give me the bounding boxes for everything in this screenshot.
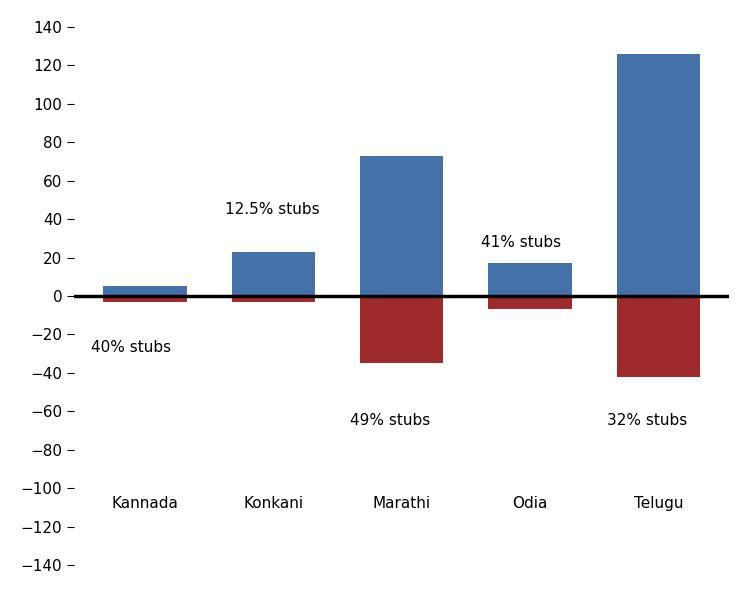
Bar: [488, 264, 572, 296]
Text: 49% stubs: 49% stubs: [350, 414, 430, 428]
Text: 41% stubs: 41% stubs: [482, 234, 562, 250]
Text: Odia: Odia: [512, 496, 548, 511]
Text: Marathi: Marathi: [373, 496, 430, 511]
Bar: [232, 296, 315, 302]
Bar: [104, 296, 187, 302]
Text: 40% stubs: 40% stubs: [91, 340, 171, 355]
Bar: [104, 286, 187, 296]
Bar: [360, 156, 443, 296]
Bar: [616, 296, 701, 377]
Bar: [360, 296, 443, 364]
Bar: [616, 54, 701, 296]
Text: 12.5% stubs: 12.5% stubs: [224, 202, 320, 217]
Text: Konkani: Konkani: [243, 496, 303, 511]
Text: Kannada: Kannada: [112, 496, 178, 511]
Text: Telugu: Telugu: [634, 496, 683, 511]
Bar: [232, 252, 315, 296]
Text: 32% stubs: 32% stubs: [608, 414, 688, 428]
Bar: [488, 296, 572, 309]
